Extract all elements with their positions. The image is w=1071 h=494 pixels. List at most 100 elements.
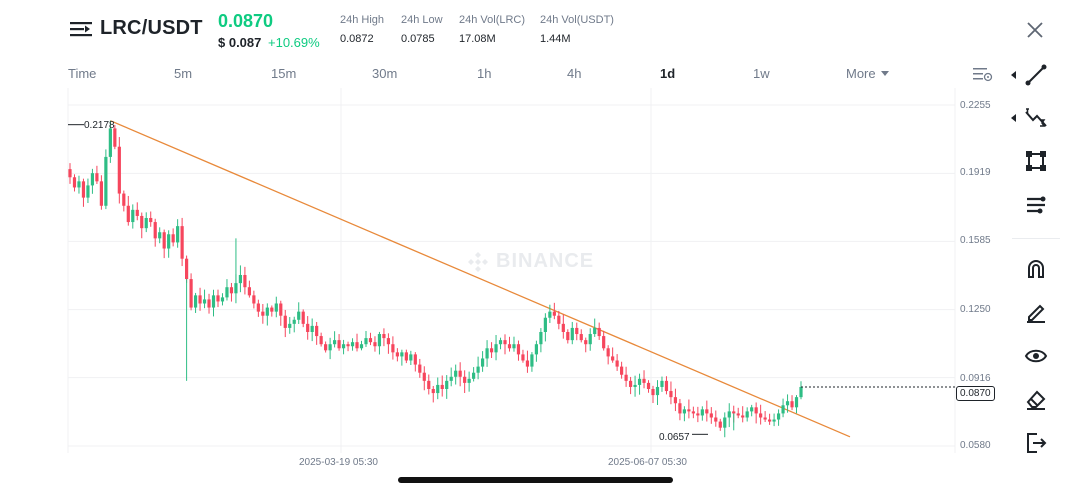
tab-15m[interactable]: 15m (271, 66, 297, 81)
candle-body (364, 338, 368, 345)
candle-body (660, 380, 664, 387)
y-tick: 0.2255 (960, 100, 991, 111)
candle-body (700, 409, 704, 416)
candle-body (781, 405, 785, 414)
tab-5m[interactable]: 5m (174, 66, 193, 81)
candle-body (534, 344, 539, 355)
candle-body (768, 419, 772, 422)
menu-icon[interactable] (70, 21, 92, 37)
expand-arrow-icon[interactable] (1011, 71, 1016, 79)
eye-icon[interactable] (1024, 344, 1048, 368)
stat-label-vol-usdt: 24h Vol(USDT) (540, 14, 614, 26)
magnet-icon[interactable] (1024, 257, 1048, 281)
tab-more-label: More (846, 66, 876, 81)
candle-body (557, 315, 561, 324)
candle-body (332, 340, 337, 345)
candle-body (516, 344, 521, 355)
candle-body (561, 323, 565, 332)
candle-body (158, 232, 162, 239)
parallel-channel-icon[interactable] (1024, 193, 1048, 217)
candle-body (472, 372, 476, 379)
candle-body (189, 279, 193, 308)
candle-body (584, 340, 588, 345)
candle-body (476, 366, 480, 373)
candle-body (238, 274, 243, 284)
pair-title[interactable]: LRC/USDT (100, 17, 203, 39)
trend-line-icon[interactable] (1024, 63, 1048, 87)
candle-body (602, 336, 606, 349)
candle-body (171, 234, 175, 243)
candle-body (274, 303, 278, 312)
candle-body (512, 344, 516, 349)
candle-body (449, 376, 453, 381)
candlestick-chart[interactable] (0, 88, 960, 468)
trendline (110, 120, 851, 438)
tab-30m[interactable]: 30m (372, 66, 398, 81)
stat-value-high: 0.0872 (340, 33, 374, 45)
candle-body (754, 407, 758, 414)
candle-body (772, 419, 776, 422)
tab-1h[interactable]: 1h (477, 66, 492, 81)
stat-value-vol-usdt: 1.44M (540, 33, 571, 45)
candle-body (131, 209, 135, 223)
candle-body (122, 193, 126, 206)
candle-body (413, 354, 417, 365)
candle-body (149, 217, 153, 223)
candle-body (543, 317, 547, 332)
current-price-label: 0.0870 (956, 386, 995, 401)
candle-body (593, 327, 597, 335)
candle-body (539, 331, 543, 345)
candle-body (637, 378, 642, 385)
price-change: +10.69% (268, 35, 320, 50)
candle-body (400, 352, 404, 357)
candle-body (95, 173, 99, 182)
home-indicator[interactable] (398, 477, 673, 483)
candle-body (283, 315, 287, 328)
y-tick: 0.0580 (960, 440, 991, 451)
stat-value-vol-lrc: 17.08M (459, 33, 496, 45)
expand-arrow-icon[interactable] (1011, 114, 1016, 122)
candle-body (615, 360, 619, 367)
candle-body (597, 327, 601, 337)
candle-body (126, 205, 130, 223)
candle-body (445, 380, 449, 389)
candle-body (498, 340, 503, 345)
candle-body (691, 411, 695, 414)
fib-icon[interactable] (1024, 106, 1048, 130)
candle-body (736, 413, 740, 416)
eraser-icon[interactable] (1024, 387, 1048, 411)
candle-body (261, 311, 265, 316)
tab-1w[interactable]: 1w (753, 66, 770, 81)
pencil-icon[interactable] (1024, 300, 1048, 324)
toolbar-divider (1012, 238, 1060, 239)
chart-settings-icon[interactable] (973, 66, 993, 82)
candle-body (104, 156, 108, 206)
tab-time[interactable]: Time (68, 66, 97, 81)
close-icon[interactable] (1026, 21, 1044, 39)
candle-body (436, 384, 440, 394)
candle-body (646, 382, 651, 389)
stat-label-vol-lrc: 24h Vol(LRC) (459, 14, 526, 26)
tab-4h[interactable]: 4h (567, 66, 582, 81)
candle-body (655, 386, 660, 396)
stat-value-low: 0.0785 (401, 33, 435, 45)
candle-body (732, 411, 736, 414)
candle-body (153, 222, 157, 239)
chevron-down-icon (880, 71, 889, 76)
candle-body (216, 295, 220, 302)
y-tick: 0.1919 (960, 167, 991, 178)
rectangle-icon[interactable] (1024, 149, 1048, 173)
candle-body (382, 334, 386, 339)
candle-body (225, 287, 229, 298)
tab-more[interactable]: More (846, 66, 889, 81)
exit-icon[interactable] (1024, 431, 1048, 455)
candle-body (391, 344, 395, 353)
candle-body (386, 338, 391, 345)
tab-1d[interactable]: 1d (660, 66, 676, 81)
candle-body (220, 297, 225, 302)
candle-body (606, 348, 610, 357)
candle-body (454, 370, 458, 377)
candle-body (140, 215, 144, 229)
candle-body (297, 311, 301, 320)
candle-body (176, 226, 180, 243)
